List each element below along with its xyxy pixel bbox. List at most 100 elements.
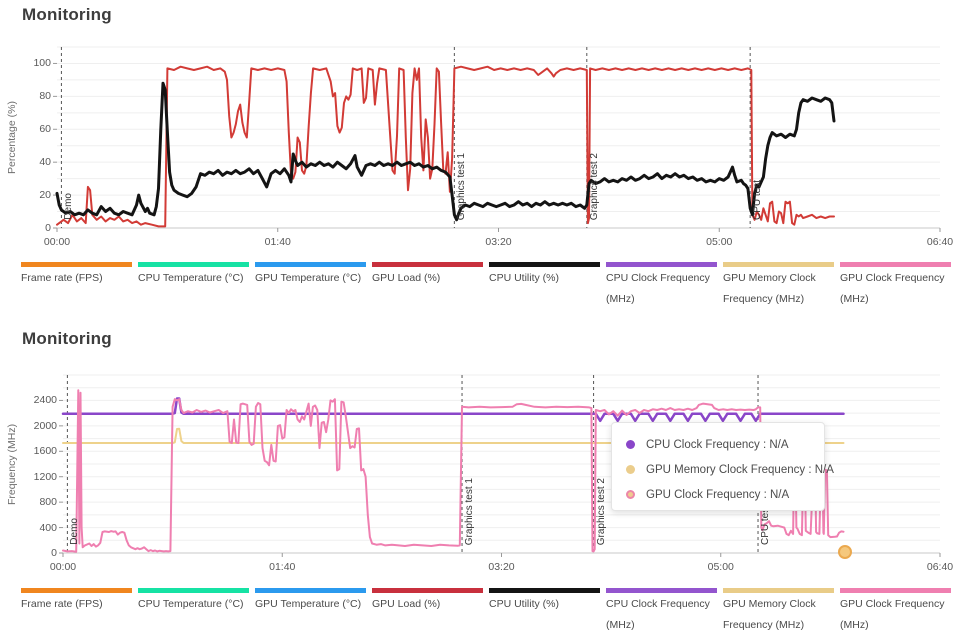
legend-item[interactable]: GPU Clock Frequency (MHz)	[840, 588, 951, 636]
y-tick-label: 400	[39, 521, 57, 534]
legend-color-bar	[840, 262, 951, 267]
series-dot-icon	[626, 440, 635, 449]
legend-color-bar	[489, 262, 600, 267]
legend-item-label: GPU Temperature (°C)	[255, 272, 362, 284]
y-tick-label: 60	[39, 123, 51, 136]
x-tick-label: 00:00	[43, 236, 71, 248]
legend-item[interactable]: GPU Load (%)	[372, 588, 483, 636]
legend-item[interactable]: GPU Load (%)	[372, 262, 483, 310]
legend-bottom: Frame rate (FPS) CPU Temperature (°C) GPU …	[21, 588, 957, 636]
tooltip-row: GPU Clock Frequency : N/A	[626, 482, 824, 507]
tooltip-row-label: CPU Clock Frequency : N/A	[646, 438, 789, 451]
y-tick-label: 0	[51, 547, 57, 559]
x-tick-label: 01:40	[269, 561, 296, 573]
event-label: Graphics test 2	[595, 477, 607, 545]
chart-svg	[53, 46, 941, 232]
x-tick-label: 05:00	[707, 561, 734, 573]
legend-color-bar	[21, 262, 132, 267]
frequency-chart-title: Monitoring	[22, 329, 112, 348]
event-label: CPU test	[752, 179, 764, 220]
legend-color-bar	[372, 262, 483, 267]
legend-color-bar	[255, 588, 366, 593]
legend-item[interactable]: CPU Temperature (°C)	[138, 262, 249, 310]
legend-item-label: GPU Clock Frequency (MHz)	[840, 272, 945, 305]
legend-item-label: GPU Temperature (°C)	[255, 598, 362, 610]
legend-item-label: GPU Clock Frequency (MHz)	[840, 598, 945, 631]
legend-item-label: GPU Load (%)	[372, 598, 441, 610]
legend-item-label: CPU Utility (%)	[489, 598, 559, 610]
legend-color-bar	[723, 262, 834, 267]
legend-item[interactable]: CPU Temperature (°C)	[138, 588, 249, 636]
y-tick-label: 800	[39, 496, 57, 509]
x-tick-label: 03:20	[485, 236, 512, 248]
x-tick-label: 06:40	[926, 561, 954, 573]
legend-item-label: CPU Clock Frequency (MHz)	[606, 598, 710, 631]
percentage-chart-plot[interactable]	[53, 46, 941, 232]
legend-color-bar	[840, 588, 951, 593]
chart-tooltip: CPU Clock Frequency : N/A GPU Memory Cloc…	[611, 422, 834, 511]
legend-item[interactable]: CPU Utility (%)	[489, 262, 600, 310]
legend-color-bar	[255, 262, 366, 267]
y-tick-label: 80	[39, 90, 51, 103]
legend-item[interactable]: CPU Clock Frequency (MHz)	[606, 262, 717, 310]
legend-item-label: GPU Memory Clock Frequency (MHz)	[723, 272, 816, 305]
legend-color-bar	[372, 588, 483, 593]
percentage-chart-title: Monitoring	[22, 5, 112, 24]
tooltip-row: GPU Memory Clock Frequency : N/A	[626, 457, 834, 482]
series-cpu-clock-frequency-mhz-	[61, 397, 845, 423]
legend-color-bar	[138, 588, 249, 593]
series-dot-icon	[626, 465, 635, 474]
legend-item-label: CPU Temperature (°C)	[138, 272, 244, 284]
legend-item[interactable]: Frame rate (FPS)	[21, 262, 132, 310]
timeline-marker-dot[interactable]	[838, 545, 852, 559]
y-tick-label: 40	[39, 156, 51, 169]
legend-item[interactable]: GPU Temperature (°C)	[255, 588, 366, 636]
legend-color-bar	[723, 588, 834, 593]
legend-item[interactable]: GPU Temperature (°C)	[255, 262, 366, 310]
y-tick-label: 100	[33, 57, 51, 70]
event-label: Graphics test 1	[456, 152, 468, 220]
series-cpu-utility-	[55, 81, 836, 222]
tooltip-row-label: GPU Clock Frequency : N/A	[646, 488, 790, 501]
y-tick-label: 1600	[33, 445, 57, 458]
legend-item-label: GPU Load (%)	[372, 272, 441, 284]
tooltip-row: CPU Clock Frequency : N/A	[626, 432, 824, 457]
x-tick-label: 00:00	[49, 561, 77, 573]
series-gpu-load-	[56, 65, 835, 228]
tooltip-row-label: GPU Memory Clock Frequency : N/A	[646, 463, 834, 476]
y-tick-label: 2400	[33, 394, 57, 407]
y-tick-label: 0	[45, 222, 51, 234]
y-axis-title: Frequency (MHz)	[6, 423, 18, 505]
legend-color-bar	[606, 588, 717, 593]
legend-item-label: Frame rate (FPS)	[21, 272, 103, 284]
legend-item-label: GPU Memory Clock Frequency (MHz)	[723, 598, 816, 631]
legend-item-label: Frame rate (FPS)	[21, 598, 103, 610]
x-tick-label: 06:40	[926, 236, 954, 248]
y-axis-title: Percentage (%)	[6, 101, 18, 174]
legend-item[interactable]: CPU Clock Frequency (MHz)	[606, 588, 717, 636]
x-tick-label: 01:40	[264, 236, 291, 248]
series-gpu-clock-frequency-mhz-	[62, 389, 845, 553]
legend-item-label: CPU Clock Frequency (MHz)	[606, 272, 710, 305]
legend-item-label: CPU Utility (%)	[489, 272, 559, 284]
legend-item[interactable]: Frame rate (FPS)	[21, 588, 132, 636]
y-tick-label: 2000	[33, 419, 57, 432]
legend-item[interactable]: GPU Clock Frequency (MHz)	[840, 262, 951, 310]
legend-item[interactable]: CPU Utility (%)	[489, 588, 600, 636]
event-label: Demo	[69, 518, 81, 545]
x-tick-label: 05:00	[706, 236, 733, 248]
event-label: Graphics test 1	[464, 477, 476, 545]
legend-top: Frame rate (FPS) CPU Temperature (°C) GPU …	[21, 262, 957, 310]
legend-color-bar	[606, 262, 717, 267]
legend-item[interactable]: GPU Memory Clock Frequency (MHz)	[723, 262, 834, 310]
y-tick-label: 20	[39, 189, 51, 202]
legend-color-bar	[21, 588, 132, 593]
event-label: Graphics test 2	[588, 152, 600, 220]
series-dot-icon	[626, 490, 635, 499]
legend-color-bar	[138, 262, 249, 267]
y-tick-label: 1200	[33, 470, 57, 483]
legend-item-label: CPU Temperature (°C)	[138, 598, 244, 610]
x-tick-label: 03:20	[488, 561, 515, 573]
legend-item[interactable]: GPU Memory Clock Frequency (MHz)	[723, 588, 834, 636]
